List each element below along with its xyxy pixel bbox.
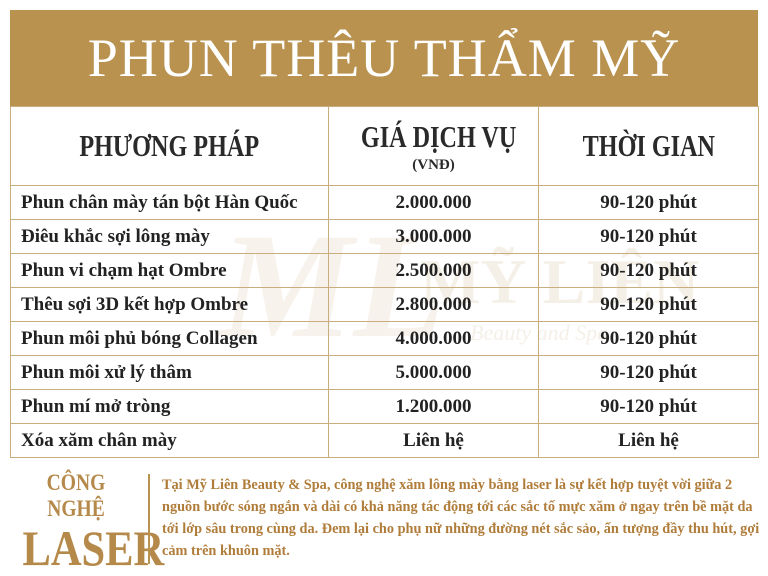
price: 1.200.000 xyxy=(328,389,539,424)
table-row: Thêu sợi 3D kết hợp Ombre 2.800.000 90-120… xyxy=(10,287,759,322)
service-name: Phun môi xử lý thâm xyxy=(10,355,329,390)
table-row: Điêu khắc sợi lông mày 3.000.000 90-120 ph… xyxy=(10,219,759,254)
table-row: Phun môi xử lý thâm 5.000.000 90-120 phút xyxy=(10,355,759,390)
price-table: PHƯƠNG PHÁP GIÁ DỊCH VỤ (VNĐ) THỜI GIAN P… xyxy=(10,106,759,458)
price: 2.500.000 xyxy=(328,253,539,288)
header-row: PHƯƠNG PHÁP GIÁ DỊCH VỤ (VNĐ) THỜI GIAN xyxy=(10,106,759,186)
duration: 90-120 phút xyxy=(538,321,759,356)
service-name: Phun môi phủ bóng Collagen xyxy=(10,321,329,356)
service-name: Điêu khắc sợi lông mày xyxy=(10,219,329,254)
footer-label-main: LASER xyxy=(22,520,165,576)
duration: 90-120 phút xyxy=(538,355,759,390)
column-header-text: PHƯƠNG PHÁP xyxy=(79,128,260,163)
table-row: Phun môi phủ bóng Collagen 4.000.000 90-12… xyxy=(10,321,759,356)
footer-label-top: CÔNG NGHỆ xyxy=(46,470,106,521)
footer-separator xyxy=(148,474,150,564)
column-header: THỜI GIAN xyxy=(538,106,759,186)
table-row: Xóa xăm chân mày Liên hệ Liên hệ xyxy=(10,423,759,458)
column-header: GIÁ DỊCH VỤ (VNĐ) xyxy=(328,106,539,186)
price: 2.000.000 xyxy=(328,185,539,220)
service-name: Xóa xăm chân mày xyxy=(10,423,329,458)
price: 2.800.000 xyxy=(328,287,539,322)
title: PHUN THÊU THẨM MỸ xyxy=(10,10,758,106)
price: 4.000.000 xyxy=(328,321,539,356)
footer-label: CÔNG NGHỆ LASER xyxy=(10,470,165,574)
footer-description: Tại Mỹ Liên Beauty & Spa, công nghệ xăm … xyxy=(162,477,760,559)
duration: Liên hệ xyxy=(538,423,759,458)
price: 3.000.000 xyxy=(328,219,539,254)
column-header-text: THỜI GIAN xyxy=(582,128,715,163)
price: 5.000.000 xyxy=(328,355,539,390)
column-header-text: GIÁ DỊCH VỤ xyxy=(360,118,517,154)
service-name: Phun chân mày tán bột Hàn Quốc xyxy=(10,185,329,220)
price-unit: (VNĐ) xyxy=(412,156,455,173)
duration: 90-120 phút xyxy=(538,389,759,424)
service-name: Phun mí mở tròng xyxy=(10,389,329,424)
column-header: PHƯƠNG PHÁP xyxy=(10,106,329,186)
table-row: Phun chân mày tán bột Hàn Quốc 2.000.000 9… xyxy=(10,185,759,220)
table-body: Phun chân mày tán bột Hàn Quốc 2.000.000 9… xyxy=(10,185,759,458)
service-name: Phun vi chạm hạt Ombre xyxy=(10,253,329,288)
duration: 90-120 phút xyxy=(538,287,759,322)
duration: 90-120 phút xyxy=(538,253,759,288)
table-row: Phun mí mở tròng 1.200.000 90-120 phút xyxy=(10,389,759,424)
duration: 90-120 phút xyxy=(538,219,759,254)
table-row: Phun vi chạm hạt Ombre 2.500.000 90-120 ph… xyxy=(10,253,759,288)
price: Liên hệ xyxy=(328,423,539,458)
duration: 90-120 phút xyxy=(538,185,759,220)
service-name: Thêu sợi 3D kết hợp Ombre xyxy=(10,287,329,322)
